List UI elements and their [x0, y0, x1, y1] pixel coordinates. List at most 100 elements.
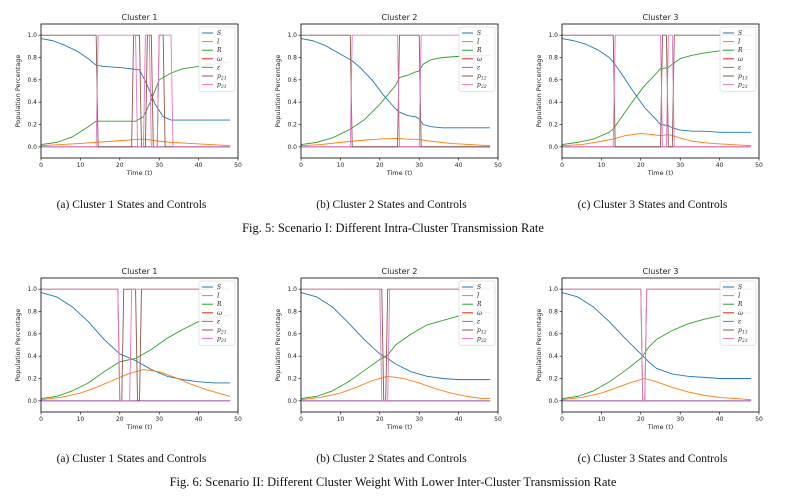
y-tick-label: 0.2 — [27, 122, 37, 129]
legend-entry-p32: p32 — [477, 336, 487, 345]
series-group — [301, 288, 491, 402]
legend-entry-R: R — [216, 301, 222, 308]
series-line-p32 — [301, 288, 491, 402]
legend-entry-I: I — [216, 293, 220, 300]
y-tick-label: 0.4 — [548, 353, 558, 360]
x-tick-label: 40 — [195, 416, 203, 423]
legend-entry-ε: ε — [217, 318, 220, 325]
x-tick-label: 10 — [337, 162, 345, 169]
legend-entry-S: S — [217, 284, 221, 291]
x-tick-label: 30 — [415, 416, 423, 423]
series-line-R — [41, 314, 231, 400]
legend-entry-R: R — [737, 301, 743, 308]
series-group — [562, 288, 752, 402]
x-axis-label: Time (t) — [126, 423, 153, 431]
y-tick-label: 0.0 — [27, 398, 37, 405]
y-tick-label: 0.4 — [548, 99, 558, 106]
y-tick-label: 0.2 — [27, 376, 37, 383]
y-tick-label: 0.4 — [27, 353, 37, 360]
series-line-I — [301, 375, 491, 401]
plot-frame — [40, 277, 239, 413]
x-tick-label: 50 — [234, 162, 242, 169]
series-group — [41, 34, 231, 148]
x-tick-label: 20 — [637, 416, 645, 423]
y-tick-label: 0.8 — [27, 55, 37, 62]
plot-frame — [300, 277, 499, 413]
y-tick-label: 0.6 — [548, 331, 558, 338]
y-tick-label: 0.8 — [548, 309, 558, 316]
series-line-R — [301, 54, 491, 146]
legend-entry-R: R — [476, 301, 482, 308]
chart-title: Cluster 2 — [381, 267, 417, 276]
series-line-p31 — [41, 288, 231, 402]
x-tick-label: 50 — [494, 416, 502, 423]
plot-frame — [40, 23, 239, 159]
legend-entry-S: S — [738, 284, 742, 291]
legend-entry-ω: ω — [738, 310, 743, 317]
subfigure-caption: (a) Cluster 1 States and Controls — [57, 199, 207, 211]
subfigure-caption: (a) Cluster 1 States and Controls — [57, 453, 207, 465]
y-tick-label: 0.4 — [287, 99, 297, 106]
legend-entry-ω: ω — [477, 310, 482, 317]
y-tick-label: 0.0 — [287, 144, 297, 151]
y-tick-label: 0.8 — [287, 55, 297, 62]
chart-title: Cluster 1 — [121, 13, 157, 22]
subfigure-caption: (b) Cluster 2 States and Controls — [316, 199, 467, 211]
legend-entry-I: I — [476, 293, 480, 300]
legend-entry-p31: p31 — [217, 336, 227, 345]
series-line-p23 — [562, 34, 752, 148]
y-tick-label: 1.0 — [287, 32, 297, 39]
series-group — [41, 288, 231, 402]
x-axis-label: Time (t) — [647, 423, 674, 431]
legend-entry-R: R — [476, 47, 482, 54]
x-tick-label: 30 — [155, 416, 163, 423]
series-group — [301, 34, 491, 148]
y-tick-label: 0.6 — [287, 331, 297, 338]
y-tick-label: 0.6 — [27, 77, 37, 84]
x-tick-label: 50 — [494, 162, 502, 169]
legend-entry-p12: p12 — [477, 327, 487, 336]
chart-panel-6: Cluster 3 0 10 20 30 40 50 0.0 0.2 0.4 0.6 0.8 1.0 Ti… — [535, 267, 763, 465]
series-line-I — [301, 138, 491, 147]
legend-entry-R: R — [737, 47, 743, 54]
series-group — [562, 34, 752, 148]
legend-entry-ω: ω — [477, 56, 482, 63]
series-line-I — [41, 369, 231, 401]
x-tick-label: 40 — [716, 162, 724, 169]
chart-title: Cluster 1 — [121, 267, 157, 276]
legend-entry-p12: p12 — [477, 73, 487, 82]
y-tick-label: 1.0 — [27, 32, 37, 39]
series-line-S — [562, 292, 752, 379]
series-line-S — [41, 38, 231, 121]
legend-entry-p32: p32 — [477, 82, 487, 91]
y-tick-label: 0.4 — [287, 353, 297, 360]
x-tick-label: 20 — [116, 416, 124, 423]
x-tick-label: 10 — [77, 416, 85, 423]
chart-panel-2: Cluster 2 0 10 20 30 40 50 0.0 0.2 0.4 0.6 0.8 1.0 Ti… — [274, 13, 502, 211]
y-tick-label: 0.6 — [548, 77, 558, 84]
y-tick-label: 0.0 — [548, 398, 558, 405]
y-tick-label: 1.0 — [548, 286, 558, 293]
y-tick-label: 1.0 — [27, 286, 37, 293]
subfigure-caption: (c) Cluster 3 States and Controls — [578, 453, 728, 465]
x-tick-label: 0 — [560, 162, 564, 169]
x-tick-label: 20 — [637, 162, 645, 169]
x-tick-label: 40 — [455, 162, 463, 169]
x-axis-label: Time (t) — [126, 169, 153, 177]
y-tick-label: 0.0 — [548, 144, 558, 151]
chart-panel-3: Cluster 3 0 10 20 30 40 50 0.0 0.2 0.4 0.6 0.8 1.0 Ti… — [535, 13, 763, 211]
legend-entry-S: S — [217, 30, 221, 37]
plot-frame — [300, 23, 499, 159]
series-line-I — [41, 138, 231, 147]
y-axis-label: Population Percentage — [535, 309, 543, 382]
series-line-I — [562, 378, 752, 401]
legend-box — [198, 26, 236, 92]
legend-entry-I: I — [737, 39, 741, 46]
legend-entry-ε: ε — [477, 318, 480, 325]
x-tick-label: 10 — [337, 416, 345, 423]
x-tick-label: 10 — [598, 416, 606, 423]
